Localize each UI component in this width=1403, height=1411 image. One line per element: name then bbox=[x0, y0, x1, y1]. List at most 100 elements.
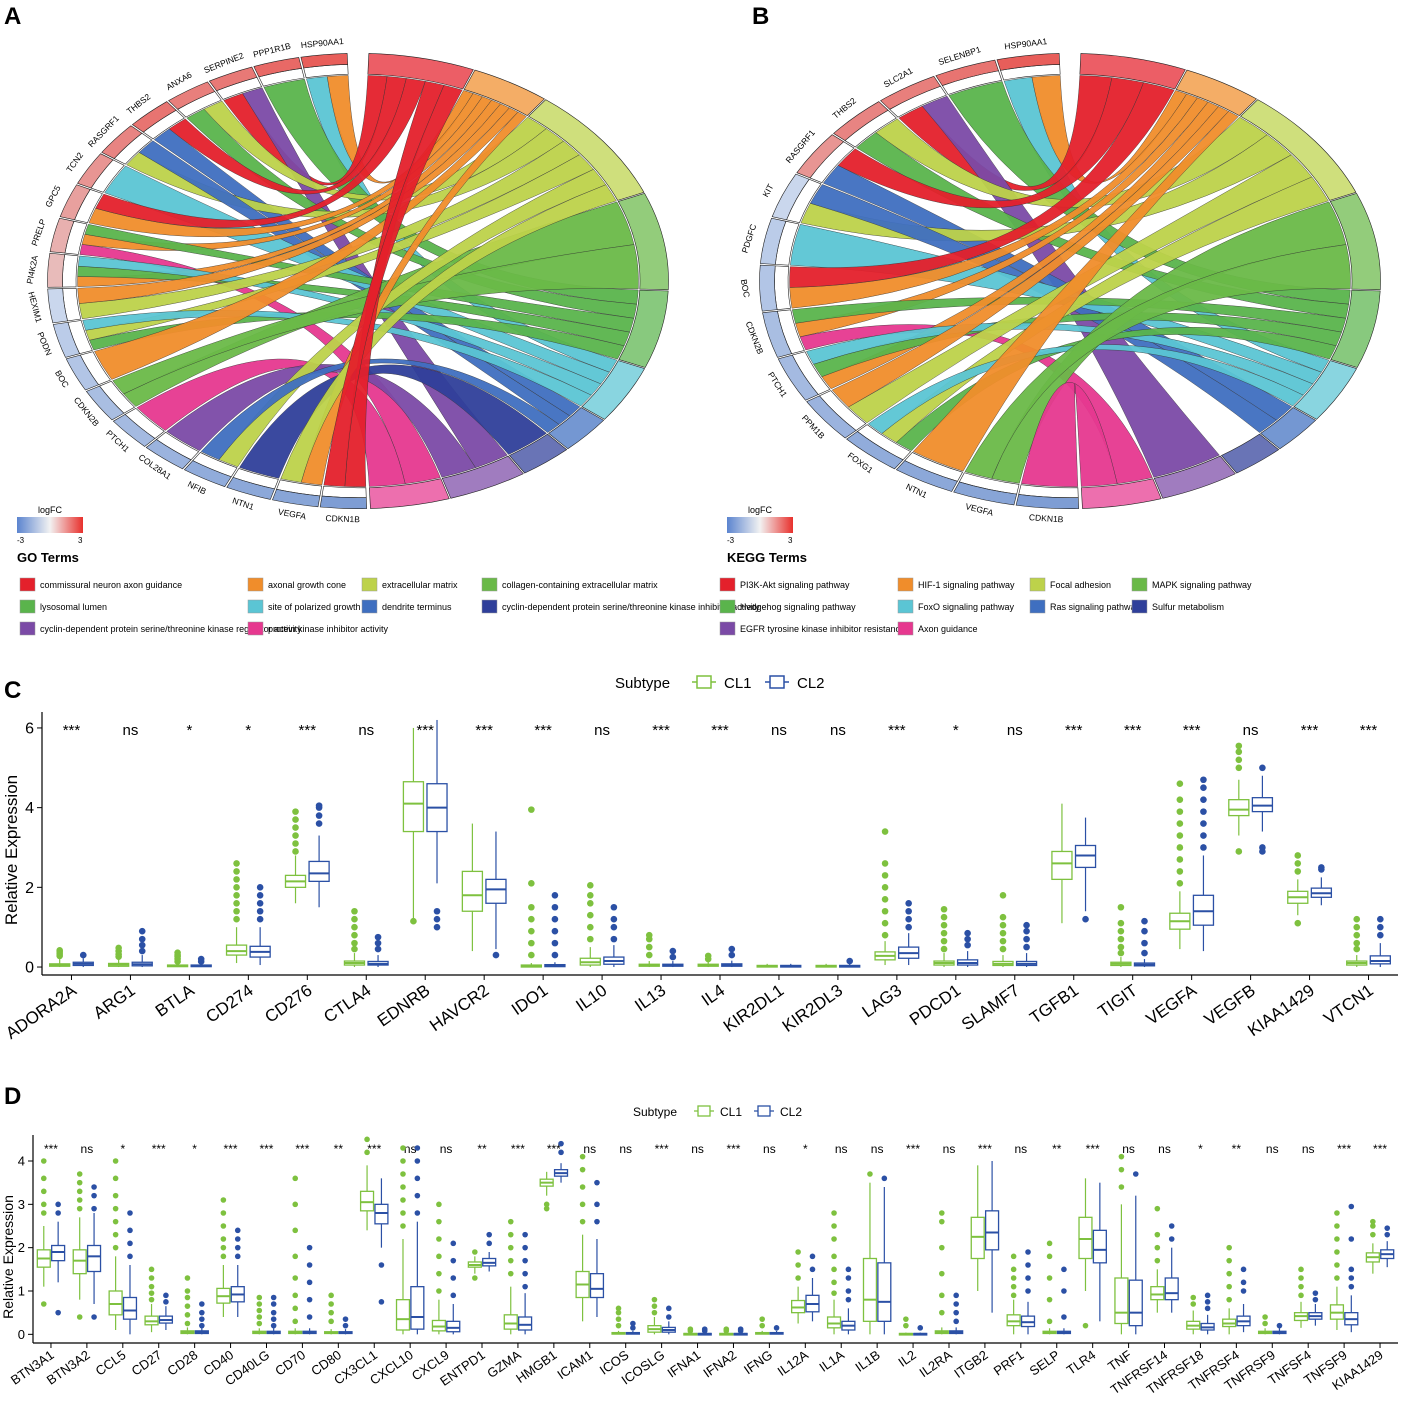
box-outlier bbox=[199, 1301, 205, 1307]
significance-label: ns bbox=[1302, 1142, 1315, 1156]
significance-label: ns bbox=[830, 722, 846, 739]
box-outlier bbox=[1023, 921, 1030, 929]
terms-title-a: GO Terms bbox=[17, 550, 79, 565]
box-outlier bbox=[76, 1197, 83, 1203]
legend-key-cl1-c bbox=[692, 675, 716, 689]
box-iqr bbox=[862, 1257, 878, 1322]
box-outlier bbox=[881, 895, 889, 903]
chord-ribbon bbox=[79, 244, 441, 484]
term-legend-swatch bbox=[361, 599, 378, 614]
box-outlier bbox=[1240, 1288, 1247, 1294]
box-outlier bbox=[138, 947, 146, 955]
gene-label: TCN2 bbox=[64, 150, 85, 174]
box-outlier bbox=[1141, 949, 1148, 957]
box-outlier bbox=[586, 911, 594, 919]
box-outlier bbox=[486, 1240, 492, 1247]
box-outlier bbox=[270, 1316, 277, 1322]
significance-label: ns bbox=[871, 1142, 884, 1156]
legend-label-cl2-c: CL2 bbox=[797, 675, 825, 692]
x-tick-label: VTCN1 bbox=[1320, 981, 1377, 1029]
box-outlier bbox=[1200, 820, 1207, 827]
gene-label: PDGFC bbox=[740, 223, 759, 254]
box-iqr bbox=[395, 1299, 411, 1331]
box-outlier bbox=[1235, 748, 1243, 756]
box-outlier bbox=[507, 1231, 514, 1238]
box-outlier bbox=[1348, 1283, 1355, 1290]
term-legend-swatch bbox=[361, 577, 378, 592]
term-segment bbox=[367, 53, 474, 90]
box-outlier bbox=[256, 1301, 263, 1307]
box-outlier bbox=[1154, 1231, 1161, 1238]
x-tick-label: IL2RA bbox=[916, 1347, 954, 1380]
box-outlier bbox=[704, 952, 712, 960]
significance-label: ** bbox=[477, 1142, 487, 1156]
box-outlier bbox=[233, 907, 240, 915]
box-outlier bbox=[551, 939, 559, 947]
gene-logfc-segment bbox=[759, 264, 778, 312]
significance-label: ns bbox=[943, 1142, 956, 1156]
box-iqr bbox=[1092, 1229, 1107, 1264]
box-outlier bbox=[220, 1223, 227, 1229]
box-outlier bbox=[1235, 848, 1243, 855]
gene-label: PTCH1 bbox=[766, 370, 789, 399]
box-outlier bbox=[292, 1292, 299, 1299]
chord-ribbon bbox=[200, 358, 560, 460]
box-outlier bbox=[610, 915, 618, 923]
term-legend-label: dendrite terminus bbox=[382, 602, 452, 612]
significance-label: * bbox=[192, 1142, 197, 1156]
logfc-title-b: logFC bbox=[748, 505, 773, 515]
chord-ribbon bbox=[867, 344, 1304, 434]
gene-logfc-segment bbox=[145, 439, 192, 470]
box-outlier bbox=[579, 1153, 586, 1160]
box-outlier bbox=[586, 935, 594, 943]
box-outlier bbox=[292, 824, 299, 831]
box-outlier bbox=[594, 1201, 600, 1208]
box-outlier bbox=[507, 1270, 514, 1277]
term-segment bbox=[1079, 53, 1186, 90]
box-outlier bbox=[528, 903, 535, 911]
box-outlier bbox=[1118, 1184, 1125, 1190]
box-iqr bbox=[410, 1286, 425, 1330]
logfc-scale-a bbox=[17, 517, 83, 533]
box-outlier bbox=[666, 1305, 672, 1312]
box-outlier bbox=[1226, 1257, 1232, 1264]
box-outlier bbox=[40, 1158, 47, 1164]
box-iqr bbox=[485, 878, 507, 904]
box-outlier bbox=[127, 1210, 133, 1216]
box-outlier bbox=[342, 1316, 349, 1322]
term-legend-swatch bbox=[719, 577, 736, 592]
box-outlier bbox=[1023, 935, 1030, 943]
term-legend-label: site of polarized growth bbox=[268, 602, 361, 612]
box-outlier bbox=[999, 929, 1007, 937]
term-legend-swatch bbox=[897, 621, 914, 636]
gene-logfc-segment bbox=[880, 75, 941, 110]
box-outlier bbox=[436, 1288, 442, 1294]
box-outlier bbox=[1334, 1249, 1340, 1255]
box-outlier bbox=[669, 947, 677, 955]
box-outlier bbox=[306, 1314, 313, 1320]
panel-letter-b: B bbox=[752, 3, 769, 30]
box-outlier bbox=[831, 1290, 837, 1296]
box-outlier bbox=[964, 941, 971, 949]
box-outlier bbox=[55, 1201, 61, 1208]
box-iqr bbox=[1114, 1277, 1129, 1325]
box-outlier bbox=[1176, 808, 1184, 815]
legend-key-cl2-c bbox=[765, 675, 789, 689]
box-outlier bbox=[199, 1316, 205, 1322]
box-outlier bbox=[364, 1136, 370, 1143]
box-outlier bbox=[522, 1257, 528, 1264]
box-outlier bbox=[1204, 1305, 1211, 1312]
box-outlier bbox=[138, 927, 146, 935]
gene-label: NTN1 bbox=[904, 481, 929, 500]
box-outlier bbox=[400, 1197, 406, 1203]
box-outlier bbox=[40, 1210, 47, 1216]
term-segment bbox=[581, 360, 646, 420]
legend-key-cl1-d bbox=[694, 1105, 714, 1117]
box-outlier bbox=[1348, 1266, 1355, 1273]
go-chord-diagram: HSP90AA1PPP1R1BSERPINE2ANXA6THBS2RASGRF1… bbox=[24, 36, 669, 524]
box-outlier bbox=[1046, 1318, 1053, 1325]
significance-label: ns bbox=[594, 722, 610, 739]
box-outlier bbox=[256, 899, 264, 907]
significance-label: *** bbox=[475, 722, 493, 739]
x-tick-label: IL10 bbox=[572, 981, 610, 1016]
